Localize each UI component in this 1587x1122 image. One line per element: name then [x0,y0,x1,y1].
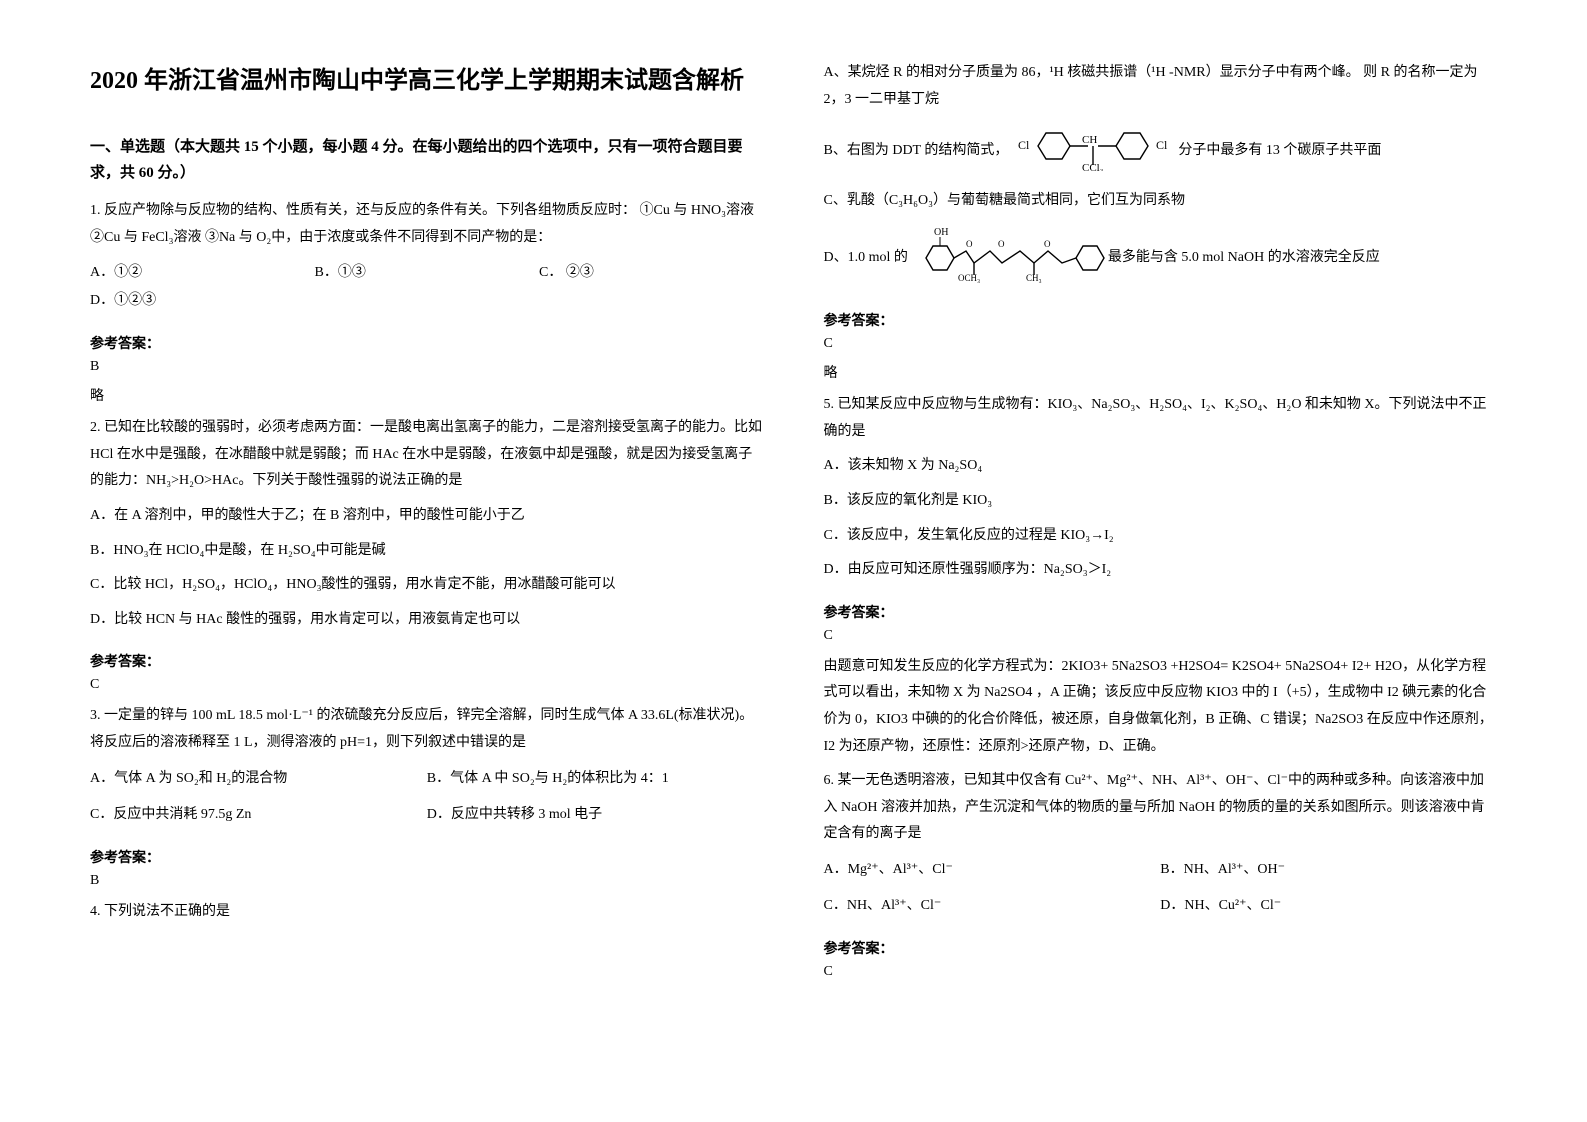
q1-note: 略 [90,385,764,405]
q6-ans: C [824,964,1498,980]
svg-text:OH: OH [934,227,948,238]
q5-stem: 5. 已知某反应中反应物与生成物有：KIO₃、Na₂SO₃、H₂SO₄、I₂、K… [824,392,1498,445]
svg-text:Cl: Cl [1156,138,1168,152]
page-title: 2020 年浙江省温州市陶山中学高三化学上学期期末试题含解析 [90,60,764,95]
q1-opt-d: D．①②③ [90,293,156,308]
q1-opt-b: B．①③ [315,259,540,287]
svg-text:O: O [966,239,973,249]
q3-opt-a: A．气体 A 为 SO₂和 H₂的混合物 [90,765,427,793]
svg-text:O: O [1044,239,1051,249]
q5-ans-label: 参考答案： [824,602,1498,622]
svg-text:Cl: Cl [1018,138,1030,152]
q2-stem: 2. 已知在比较酸的强弱时，必须考虑两方面：一是酸电离出氢离子的能力，二是溶剂接… [90,415,764,495]
q3-options-row1: A．气体 A 为 SO₂和 H₂的混合物 B．气体 A 中 SO₂与 H₂的体积… [90,765,764,793]
q3-opt-d: D．反应中共转移 3 mol 电子 [427,801,764,829]
q6-options-row2: C．NH、Al³⁺、Cl⁻ D．NH、Cu²⁺、Cl⁻ [824,892,1498,920]
q6-ans-label: 参考答案： [824,938,1498,958]
q1-stem: 1. 反应产物除与反应物的结构、性质有关，还与反应的条件有关。下列各组物质反应时… [90,198,764,251]
q4-ans: C [824,336,1498,352]
svg-text:O: O [998,239,1005,249]
q3-options-row2: C．反应中共消耗 97.5g Zn D．反应中共转移 3 mol 电子 [90,801,764,829]
svg-text:OCH₃: OCH₃ [958,273,980,283]
ester-structure-icon: OH O O O OCH₃ CH₃ [908,223,1108,292]
q3-opt-c: C．反应中共消耗 97.5g Zn [90,801,427,829]
q5-opt-b: B．该反应的氧化剂是 KIO₃ [824,488,1498,515]
left-column: 2020 年浙江省温州市陶山中学高三化学上学期期末试题含解析 一、单选题（本大题… [90,60,764,1062]
q4-opt-d-left: D、1.0 mol 的 [824,245,908,270]
q4-note: 略 [824,362,1498,382]
q4-opt-a: A、某烷烃 R 的相对分子质量为 86，¹H 核磁共振谱（¹H -NMR）显示分… [824,60,1498,113]
q2-opt-a: A．在 A 溶剂中，甲的酸性大于乙；在 B 溶剂中，甲的酸性可能小于乙 [90,503,764,530]
svg-text:CCl₃: CCl₃ [1082,162,1104,171]
q2-ans: C [90,677,764,693]
q4-opt-b-left: B、右图为 DDT 的结构简式， [824,138,1009,163]
q1-opt-c: C． ②③ [539,259,764,287]
q4-opt-d-line: D、1.0 mol 的 OH O O O OCH₃ CH₃ 最多能与含 5.0 … [824,223,1498,292]
section-1-heading: 一、单选题（本大题共 15 个小题，每小题 4 分。在每小题给出的四个选项中，只… [90,135,764,186]
q6-stem: 6. 某一无色透明溶液，已知其中仅含有 Cu²⁺、Mg²⁺、NH、Al³⁺、OH… [824,768,1498,848]
svg-text:CH₃: CH₃ [1026,273,1042,283]
q4-ans-label: 参考答案： [824,310,1498,330]
q4-opt-b-right: 分子中最多有 13 个碳原子共平面 [1178,138,1381,163]
q5-explain: 由题意可知发生反应的化学方程式为：2KIO3+ 5Na2SO3 +H2SO4= … [824,654,1498,760]
q4-opt-c: C、乳酸（C₃H₆O₃）与葡萄糖最简式相同，它们互为同系物 [824,188,1498,215]
q5-ans: C [824,628,1498,644]
q4-stem: 4. 下列说法不正确的是 [90,899,764,926]
q5-opt-d: D．由反应可知还原性强弱顺序为：Na₂SO₃＞I₂ [824,557,1498,584]
q5-opt-c: C．该反应中，发生氧化反应的过程是 KIO₃→I₂ [824,523,1498,550]
svg-text:CH: CH [1082,134,1097,146]
q3-stem: 3. 一定量的锌与 100 mL 18.5 mol·L⁻¹ 的浓硫酸充分反应后，… [90,703,764,756]
q1-options: A．①② B．①③ C． ②③ D．①②③ [90,259,764,315]
q2-opt-d: D．比较 HCN 与 HAc 酸性的强弱，用水肯定可以，用液氨肯定也可以 [90,607,764,634]
q3-opt-b: B．气体 A 中 SO₂与 H₂的体积比为 4：1 [427,765,764,793]
q3-ans-label: 参考答案： [90,847,764,867]
ddt-structure-icon: Cl Cl CH CCl₃ [1008,121,1178,180]
q6-opt-b: B．NH、Al³⁺、OH⁻ [1160,856,1497,884]
q2-opt-c: C．比较 HCl，H₂SO₄，HClO₄，HNO₃酸性的强弱，用水肯定不能，用冰… [90,572,764,599]
q4-opt-d-right: 最多能与含 5.0 mol NaOH 的水溶液完全反应 [1108,245,1380,270]
q1-ans: B [90,359,764,375]
q6-options-row1: A．Mg²⁺、Al³⁺、Cl⁻ B．NH、Al³⁺、OH⁻ [824,856,1498,884]
q2-ans-label: 参考答案： [90,651,764,671]
q5-opt-a: A．该未知物 X 为 Na₂SO₄ [824,453,1498,480]
q3-ans: B [90,873,764,889]
q6-opt-a: A．Mg²⁺、Al³⁺、Cl⁻ [824,856,1161,884]
q6-opt-d: D．NH、Cu²⁺、Cl⁻ [1160,892,1497,920]
q1-ans-label: 参考答案： [90,333,764,353]
q6-opt-c: C．NH、Al³⁺、Cl⁻ [824,892,1161,920]
q4-opt-b-line: B、右图为 DDT 的结构简式， Cl Cl CH CCl₃ 分子中最多有 13… [824,121,1498,180]
q1-opt-a: A．①② [90,259,315,287]
right-column: A、某烷烃 R 的相对分子质量为 86，¹H 核磁共振谱（¹H -NMR）显示分… [824,60,1498,1062]
q2-opt-b: B．HNO₃在 HClO₄中是酸，在 H₂SO₄中可能是碱 [90,538,764,565]
